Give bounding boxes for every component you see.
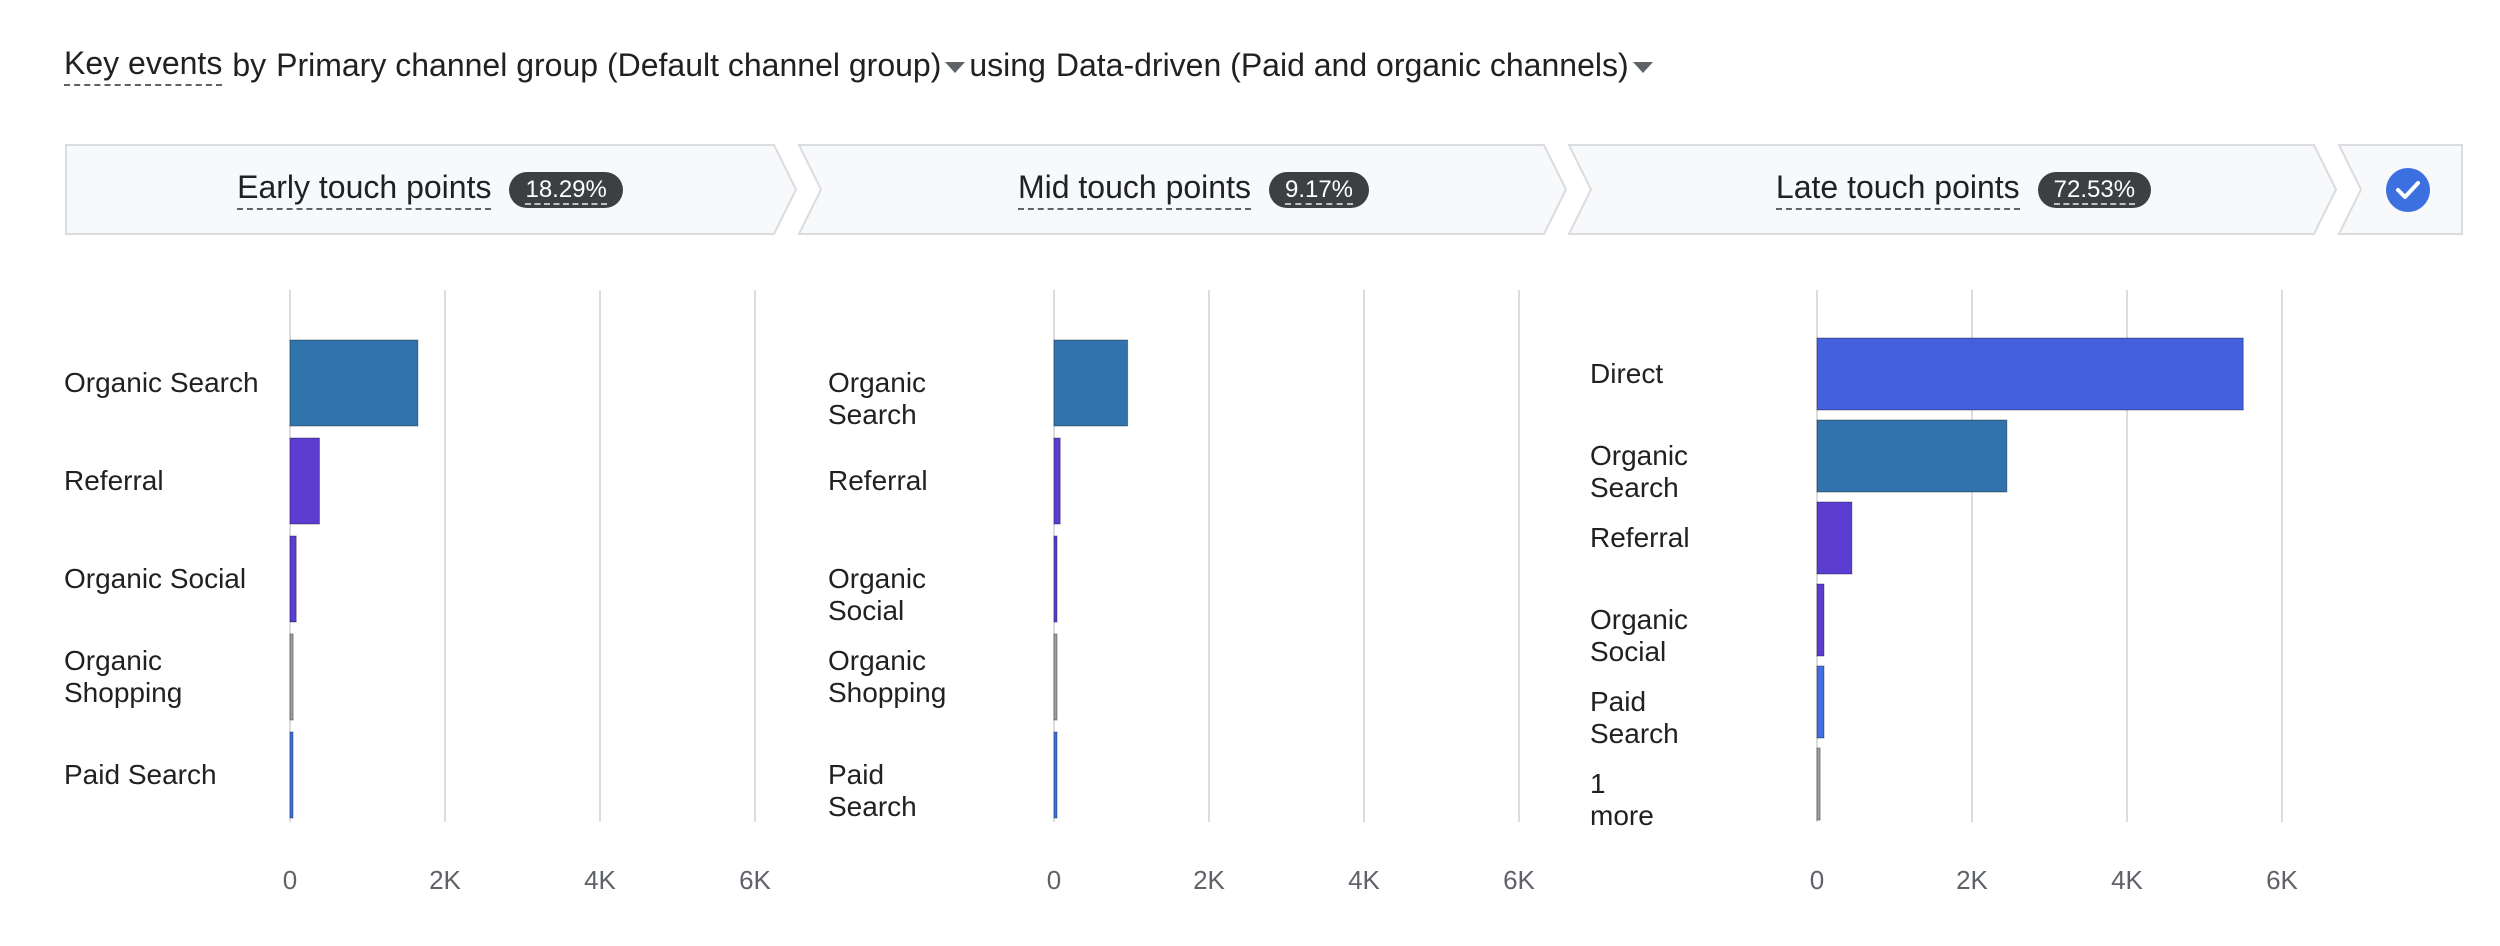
x-tick-label: 2K xyxy=(1193,865,1225,895)
stage-late-shape[interactable] xyxy=(1567,144,2338,235)
stage-early-shape[interactable] xyxy=(65,144,798,235)
category-label-paid-search: Paid Search xyxy=(1590,686,1679,749)
bar-paid-search[interactable] xyxy=(289,731,294,819)
category-label-organic-search: Organic Search xyxy=(64,367,259,398)
bar-paid-search[interactable] xyxy=(1816,665,1825,739)
using-text: using xyxy=(969,46,1046,83)
by-text: by xyxy=(232,46,267,83)
category-label-paid-search: Paid Search xyxy=(828,759,917,822)
chart-early: 0 2K 4K 6K Organic Search Referral Organic Soc… xyxy=(0,280,800,920)
touchpoint-stage-bar: Early touch points 18.29% Mid touch poin… xyxy=(64,143,2464,236)
category-label-organic-social: Organic Social xyxy=(1590,604,1689,667)
x-tick-label: 0 xyxy=(1046,865,1062,895)
bar-organic-social[interactable] xyxy=(1053,535,1058,623)
x-tick-label: 4K xyxy=(1348,865,1380,895)
category-label-paid-search: Paid Search xyxy=(64,759,217,790)
bar-chart-plot xyxy=(1816,290,2283,822)
category-label-organic-social: Organic Social xyxy=(828,563,927,626)
stage-mid-percent: 9.17% xyxy=(1284,175,1354,205)
x-tick-label: 6K xyxy=(2266,865,2298,895)
category-label-organic-search: Organic Search xyxy=(1590,440,1689,503)
x-tick-label: 0 xyxy=(1809,865,1825,895)
stage-late-percent: 72.53% xyxy=(2053,175,2136,205)
bar-chart-plot xyxy=(1053,290,1520,822)
dimension-selector[interactable]: Primary channel group (Default channel g… xyxy=(276,46,942,83)
x-tick-label: 2K xyxy=(429,865,461,895)
bar-organic-shopping[interactable] xyxy=(289,633,294,721)
chart-late: 0 2K 4K 6K Direct Organic Search Referral Organ… xyxy=(0,280,2298,920)
chart-mid: 0 2K 4K 6K Organic Search Referral Organic Soc… xyxy=(0,280,1535,920)
attribution-model-selector[interactable]: Data-driven (Paid and organic channels) xyxy=(1055,46,1629,83)
x-tick-label: 6K xyxy=(739,865,771,895)
bar-organic-search[interactable] xyxy=(1053,339,1129,427)
category-label-organic-search: Organic Search xyxy=(828,367,927,430)
category-label-organic-shopping: Organic Shopping xyxy=(828,645,947,708)
stage-mid-badge: 9.17% xyxy=(1268,171,1370,208)
x-tick-label: 2K xyxy=(1956,865,1988,895)
bar-1-more[interactable] xyxy=(1816,747,1821,821)
bar-organic-social[interactable] xyxy=(1816,583,1825,657)
bar-referral[interactable] xyxy=(1816,501,1853,575)
category-label-1-more: 1 more xyxy=(1590,768,1654,831)
model-dropdown-icon[interactable] xyxy=(1632,61,1653,73)
stage-late[interactable]: Late touch points 72.53% xyxy=(1591,143,2336,236)
bar-organic-social[interactable] xyxy=(289,535,297,623)
report-header: Key events by Primary channel group (Def… xyxy=(64,40,1657,90)
bar-referral[interactable] xyxy=(289,437,320,525)
x-tick-label: 0 xyxy=(282,865,298,895)
category-label-referral: Referral xyxy=(64,465,164,496)
stage-late-badge: 72.53% xyxy=(2037,171,2152,208)
stage-early-percent: 18.29% xyxy=(525,175,607,205)
stage-mid-label: Mid touch points xyxy=(1017,169,1251,210)
stage-early-label: Early touch points xyxy=(237,169,492,210)
bar-chart-plot xyxy=(289,290,756,822)
stage-late-label: Late touch points xyxy=(1775,169,2020,210)
category-label-organic-social: Organic Social xyxy=(64,563,247,594)
bar-organic-search[interactable] xyxy=(289,339,419,427)
category-label-direct: Direct xyxy=(1590,358,1664,389)
category-label-referral: Referral xyxy=(1590,522,1690,553)
x-tick-label: 4K xyxy=(584,865,616,895)
x-tick-label: 6K xyxy=(1503,865,1535,895)
stage-arrows xyxy=(65,144,2463,235)
x-tick-label: 4K xyxy=(2111,865,2143,895)
stage-early-badge: 18.29% xyxy=(509,171,623,208)
metric-selector[interactable]: Key events xyxy=(64,45,223,86)
check-circle-icon[interactable] xyxy=(2386,168,2430,212)
bar-organic-search[interactable] xyxy=(1816,419,2008,493)
stage-early[interactable]: Early touch points 18.29% xyxy=(64,143,796,236)
dimension-dropdown-icon[interactable] xyxy=(945,61,966,73)
stage-mid-shape[interactable] xyxy=(797,144,1568,235)
bar-organic-shopping[interactable] xyxy=(1053,633,1058,721)
category-label-referral: Referral xyxy=(828,465,928,496)
category-label-organic-shopping: Organic Shopping xyxy=(64,645,183,708)
bar-paid-search[interactable] xyxy=(1053,731,1058,819)
stage-mid[interactable]: Mid touch points 9.17% xyxy=(821,143,1566,236)
bar-referral[interactable] xyxy=(1053,437,1061,525)
bar-direct[interactable] xyxy=(1816,337,2244,411)
